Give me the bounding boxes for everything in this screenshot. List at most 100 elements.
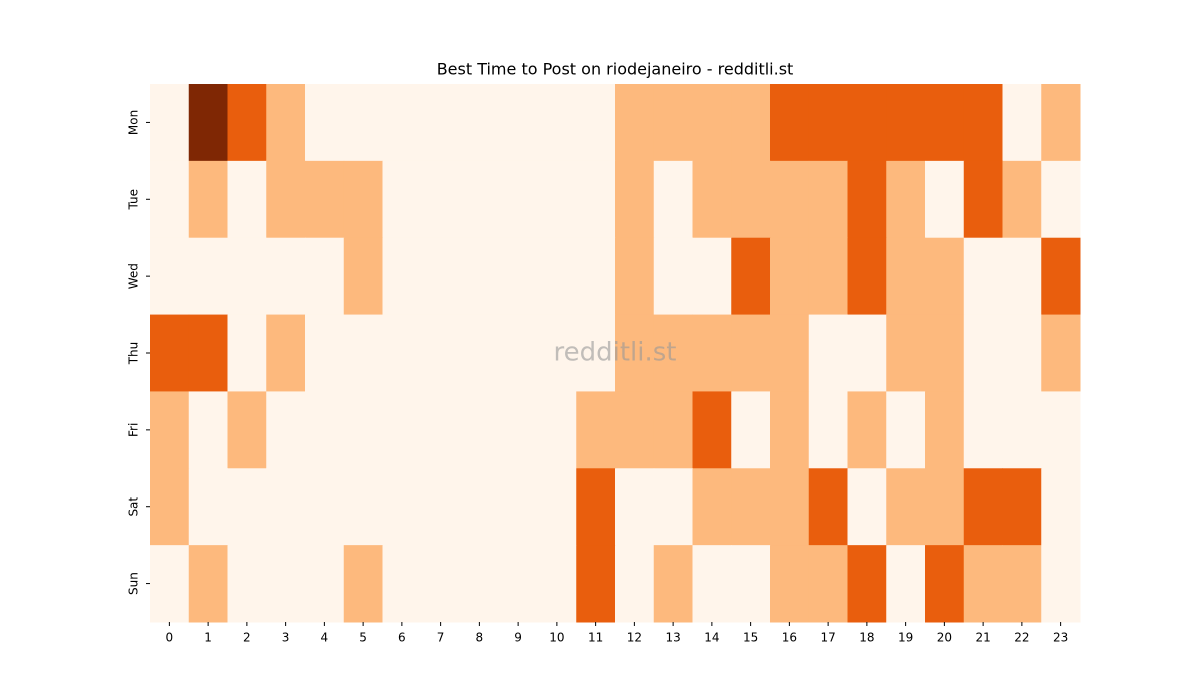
heat-cell (460, 84, 500, 162)
heat-cell (498, 314, 538, 392)
heat-cell (537, 391, 577, 469)
heat-cell (576, 84, 616, 162)
heat-cell (537, 468, 577, 546)
heat-cell (498, 468, 538, 546)
heat-cell (227, 160, 267, 239)
heat-cell (653, 84, 693, 162)
heat-cell (382, 391, 422, 469)
heat-cell (188, 545, 228, 623)
x-tick-label: 2 (243, 631, 251, 645)
heat-cell (1002, 468, 1042, 546)
heat-cell (925, 391, 965, 469)
x-tick-label: 6 (398, 631, 406, 645)
heat-cell (227, 468, 267, 546)
heat-cell (847, 84, 887, 162)
heat-cell (653, 314, 693, 392)
heat-cell (150, 237, 190, 316)
heat-cell (498, 84, 538, 162)
heat-cell (770, 314, 810, 392)
heat-cell (266, 314, 306, 392)
y-tick-label: Fri (127, 423, 141, 437)
heat-cell (1002, 545, 1042, 623)
heat-cell (227, 391, 267, 469)
heat-cell (886, 314, 926, 392)
heat-cell (460, 160, 500, 239)
heat-cell (537, 545, 577, 623)
heat-cell (382, 84, 422, 162)
heat-cell (1041, 314, 1081, 392)
x-tick-label: 14 (704, 631, 719, 645)
heat-cell (343, 237, 383, 316)
heat-cell (266, 237, 306, 316)
x-tick-label: 10 (549, 631, 564, 645)
heat-cell (963, 314, 1003, 392)
heat-cell (1041, 545, 1081, 623)
heat-cell (188, 84, 228, 162)
heat-cell (537, 160, 577, 239)
x-tick-label: 0 (166, 631, 174, 645)
heat-cell (266, 84, 306, 162)
heat-cell (537, 84, 577, 162)
heat-cell (460, 237, 500, 316)
x-tick-label: 9 (514, 631, 522, 645)
heat-cell (382, 237, 422, 316)
heat-cell (1041, 160, 1081, 239)
heat-cell (847, 545, 887, 623)
y-tick-label: Wed (127, 263, 141, 289)
heat-cell (460, 468, 500, 546)
heat-cell (460, 314, 500, 392)
heat-cell (615, 84, 655, 162)
heat-cell (343, 84, 383, 162)
heat-cell (615, 237, 655, 316)
heat-cell (731, 545, 771, 623)
heat-cell (847, 391, 887, 469)
heat-cell (770, 84, 810, 162)
y-tick-label: Tue (127, 189, 141, 211)
heat-cell (227, 84, 267, 162)
heat-cell (150, 160, 190, 239)
heat-cell (886, 160, 926, 239)
heat-cell (692, 160, 732, 239)
heat-cell (188, 160, 228, 239)
heat-cell (925, 314, 965, 392)
heat-cell (266, 468, 306, 546)
heat-cell (770, 391, 810, 469)
heat-cell (498, 545, 538, 623)
heat-cell (576, 545, 616, 623)
heat-cell (1002, 160, 1042, 239)
heat-cell (188, 237, 228, 316)
heat-cell (382, 468, 422, 546)
heat-cell (343, 545, 383, 623)
y-tick-label: Sun (127, 572, 141, 595)
heat-cell (653, 160, 693, 239)
heat-cell (1002, 391, 1042, 469)
heat-cell (692, 391, 732, 469)
heat-cell (266, 160, 306, 239)
heat-cell (615, 160, 655, 239)
heat-cell (421, 84, 461, 162)
x-tick-label: 20 (937, 631, 952, 645)
x-tick-label: 11 (588, 631, 603, 645)
heat-cell (498, 237, 538, 316)
heat-cell (886, 391, 926, 469)
heat-cell (343, 160, 383, 239)
heat-cell (963, 468, 1003, 546)
heat-cell (305, 391, 345, 469)
heat-cell (498, 160, 538, 239)
heat-cell (1002, 84, 1042, 162)
heat-cell (653, 237, 693, 316)
heat-cell (227, 237, 267, 316)
x-tick-label: 18 (859, 631, 874, 645)
heat-cell (537, 314, 577, 392)
heat-cell (731, 237, 771, 316)
heat-cell (150, 84, 190, 162)
heat-cell (731, 314, 771, 392)
x-tick-label: 22 (1014, 631, 1029, 645)
heat-cell (770, 237, 810, 316)
x-tick-label: 8 (476, 631, 484, 645)
heat-cell (653, 468, 693, 546)
heat-cell (305, 314, 345, 392)
heat-cell (925, 160, 965, 239)
x-tick-label: 5 (359, 631, 367, 645)
heat-cell (150, 314, 190, 392)
